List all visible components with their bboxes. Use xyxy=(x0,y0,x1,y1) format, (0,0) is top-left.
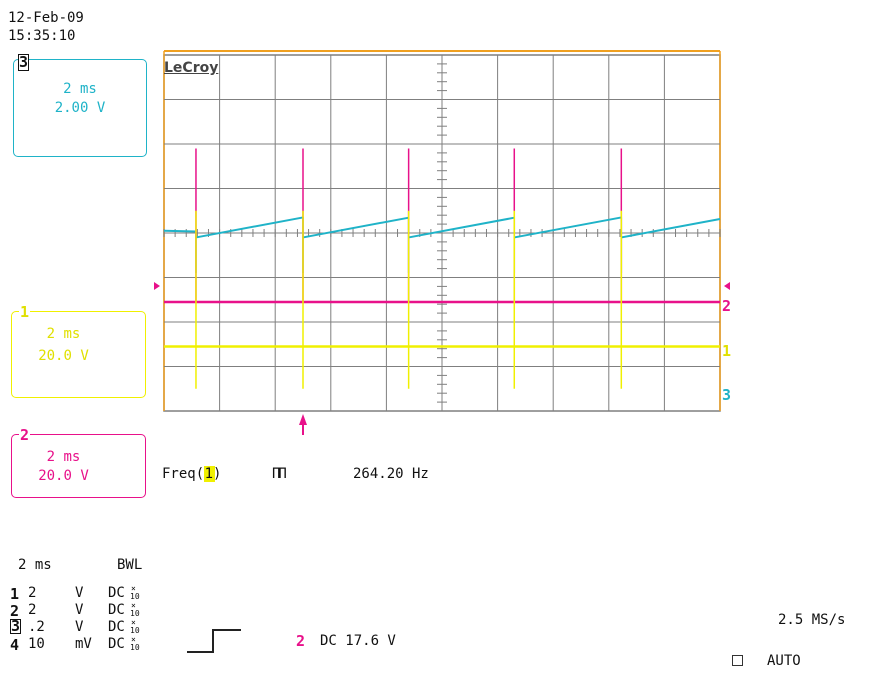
channel-setting-number: 3 xyxy=(10,617,22,635)
graticule xyxy=(163,50,721,412)
measurement-close: ) xyxy=(213,466,222,482)
channel-1-timebase: 2 ms xyxy=(46,326,81,342)
channel-setting-coupling: DC xyxy=(108,636,125,652)
measurement-label: Freq( xyxy=(162,466,205,482)
mode-checkbox[interactable] xyxy=(732,655,743,666)
channel-2-box[interactable]: 2 ms 20.0 V xyxy=(11,434,146,498)
measurement-row: Freq( 1) xyxy=(162,466,221,482)
trigger-edge-icon xyxy=(187,629,241,653)
trace-label-ch3: 3 xyxy=(722,386,732,404)
channel-setting-unit: V xyxy=(75,619,84,635)
channel-3-number: 3 xyxy=(18,53,30,71)
channel-setting-probe-top: × xyxy=(131,601,136,610)
channel-setting-coupling: DC xyxy=(108,602,125,618)
bwl-label: BWL xyxy=(117,557,143,573)
channel-3-timebase: 2 ms xyxy=(63,81,97,97)
channel-setting-coupling: DC xyxy=(108,585,125,601)
channel-setting-scale: 10 xyxy=(28,636,45,652)
channel-2-volts: 20.0 V xyxy=(38,468,89,484)
channel-3-volts: 2.00 V xyxy=(54,100,106,116)
traces xyxy=(163,148,721,389)
trigger-level-marker-right xyxy=(724,281,730,290)
channel-1-volts: 20.0 V xyxy=(38,348,89,364)
measurement-value: 264.20 Hz xyxy=(353,466,429,482)
timebase-label: 2 ms xyxy=(18,557,52,573)
trigger-level: DC 17.6 V xyxy=(320,633,396,649)
ch3-ramp xyxy=(514,216,622,239)
channel-setting-unit: mV xyxy=(75,636,92,652)
ch3-ramp xyxy=(195,216,304,239)
channel-setting-number: 2 xyxy=(10,602,20,620)
channel-setting-scale: 2 xyxy=(28,602,37,618)
ch3-ramp xyxy=(302,216,409,239)
channel-setting-probe-bottom: 10 xyxy=(130,609,140,618)
channel-1-number: 1 xyxy=(19,303,31,321)
channel-setting-unit: V xyxy=(75,585,84,601)
measurement-channel: 1 xyxy=(204,466,214,482)
channel-setting-unit: V xyxy=(75,602,84,618)
brand-logo: LeCroy xyxy=(164,60,219,76)
channel-setting-coupling: DC xyxy=(108,619,125,635)
channel-setting-probe-top: × xyxy=(131,618,136,627)
channel-setting-probe-top: × xyxy=(131,635,136,644)
channel-3-box[interactable]: 2 ms 2.00 V xyxy=(13,59,147,157)
channel-setting-probe-top: × xyxy=(131,584,136,593)
ch3-ramp xyxy=(621,218,721,239)
channel-2-number: 2 xyxy=(19,426,31,444)
channel-setting-scale: .2 xyxy=(28,619,45,635)
channel-setting-probe-bottom: 10 xyxy=(130,643,140,652)
markers xyxy=(154,281,730,435)
pulse-icon: ΠΠ xyxy=(272,466,287,482)
date-label: 12-Feb-09 xyxy=(8,10,84,26)
channel-setting-number: 4 xyxy=(10,636,20,654)
sample-rate: 2.5 MS/s xyxy=(778,612,846,628)
trace-label-ch2: 2 xyxy=(722,297,732,315)
channel-setting-probe-bottom: 10 xyxy=(130,592,140,601)
trace-label-ch1: 1 xyxy=(722,342,732,360)
channel-setting-probe-bottom: 10 xyxy=(130,626,140,635)
trigger-level-marker-left xyxy=(154,281,160,290)
trigger-position-marker xyxy=(299,414,307,425)
trigger-source: 2 xyxy=(296,632,306,650)
channel-1-box[interactable]: 2 ms 20.0 V xyxy=(11,311,146,398)
time-label: 15:35:10 xyxy=(8,28,76,44)
ch3-ramp xyxy=(163,229,196,233)
channel-2-timebase: 2 ms xyxy=(46,449,81,465)
trigger-mode: AUTO xyxy=(767,653,801,669)
channel-setting-scale: 2 xyxy=(28,585,37,601)
ch3-ramp xyxy=(408,216,515,239)
channel-setting-number: 1 xyxy=(10,585,20,603)
